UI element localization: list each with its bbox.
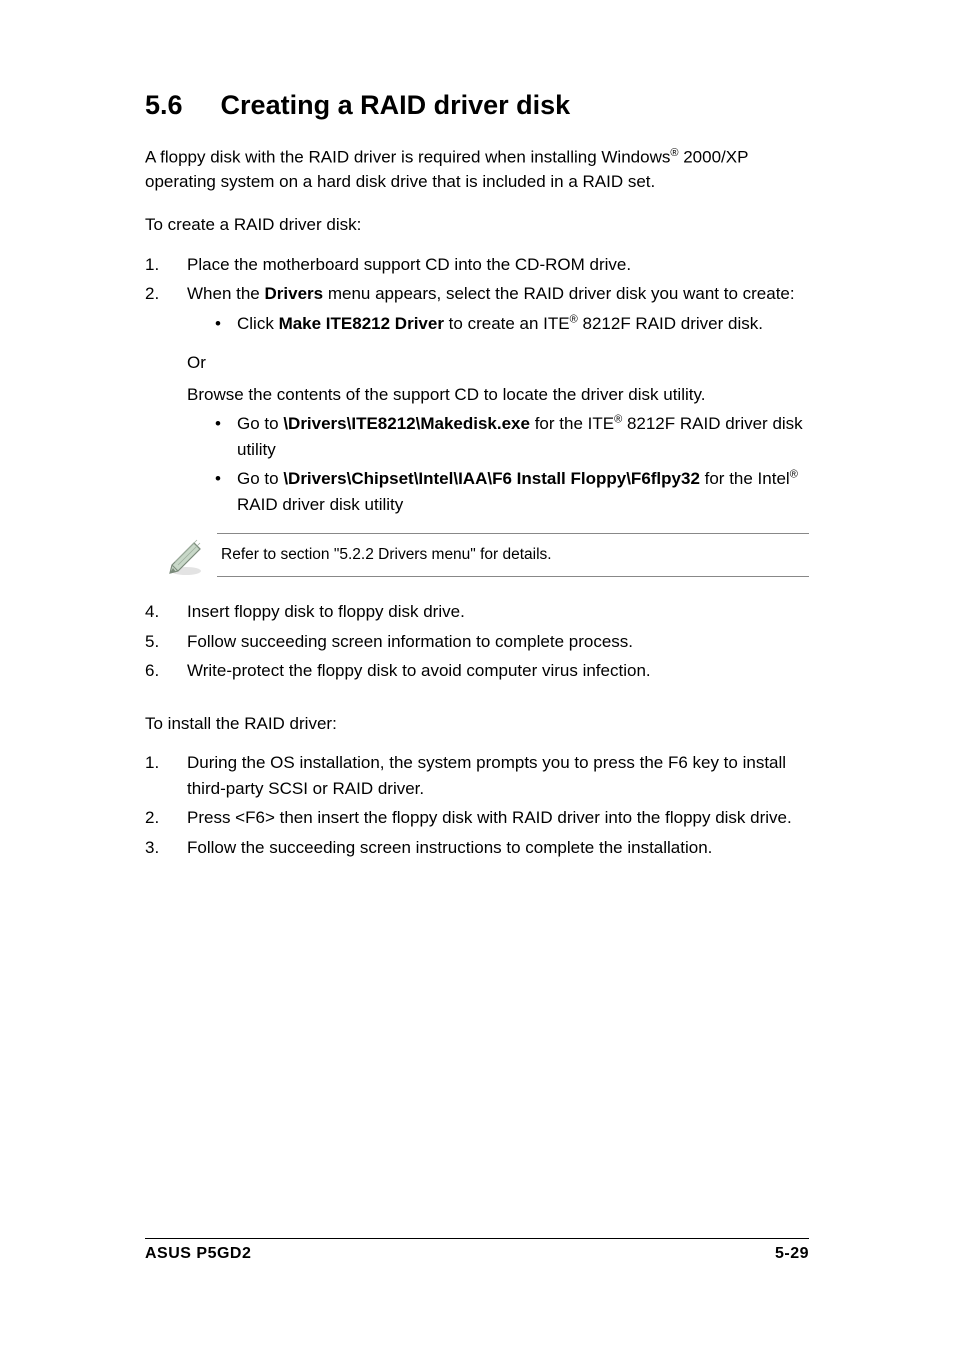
- registered-mark: ®: [790, 468, 798, 480]
- list-item: 1. Place the motherboard support CD into…: [145, 252, 809, 278]
- create-steps-list-cont: 4. Insert floppy disk to floppy disk dri…: [145, 599, 809, 684]
- list-item: 5. Follow succeeding screen information …: [145, 629, 809, 655]
- step-number: 4.: [145, 599, 187, 625]
- document-page: 5.6 Creating a RAID driver disk A floppy …: [0, 0, 954, 1351]
- install-steps-list: 1. During the OS installation, the syste…: [145, 750, 809, 860]
- browse-text: Browse the contents of the support CD to…: [187, 382, 809, 408]
- drivers-menu-bold: Drivers: [265, 284, 324, 303]
- registered-mark: ®: [570, 313, 578, 325]
- note-callout: Refer to section "5.2.2 Drivers menu" fo…: [155, 533, 809, 577]
- footer-right: 5-29: [775, 1245, 809, 1263]
- create-steps-list: 1. Place the motherboard support CD into…: [145, 252, 809, 341]
- intro-paragraph: A floppy disk with the RAID driver is re…: [145, 145, 809, 195]
- step-number: 1.: [145, 750, 187, 801]
- step-text: Press <F6> then insert the floppy disk w…: [187, 805, 809, 831]
- bullet-item: Go to \Drivers\ITE8212\Makedisk.exe for …: [215, 411, 809, 462]
- footer-left: ASUS P5GD2: [145, 1245, 251, 1263]
- make-driver-bold: Make ITE8212 Driver: [279, 314, 444, 333]
- step-number: 6.: [145, 658, 187, 684]
- page-footer: ASUS P5GD2 5-29: [145, 1238, 809, 1263]
- list-item: 1. During the OS installation, the syste…: [145, 750, 809, 801]
- intro-text-1: A floppy disk with the RAID driver is re…: [145, 148, 670, 167]
- section-title: Creating a RAID driver disk: [221, 90, 571, 120]
- step-text: Follow succeeding screen information to …: [187, 629, 809, 655]
- section-number: 5.6: [145, 90, 183, 121]
- note-text: Refer to section "5.2.2 Drivers menu" fo…: [217, 533, 809, 577]
- bullet-item: Go to \Drivers\Chipset\Intel\IAA\F6 Inst…: [215, 466, 809, 517]
- section-heading: 5.6 Creating a RAID driver disk: [145, 90, 809, 121]
- create-lead: To create a RAID driver disk:: [145, 213, 809, 238]
- step-number: 2.: [145, 805, 187, 831]
- sub-bullet-list: Click Make ITE8212 Driver to create an I…: [215, 311, 809, 337]
- pencil-note-icon: [155, 533, 217, 577]
- install-lead: To install the RAID driver:: [145, 712, 809, 737]
- step-text: Place the motherboard support CD into th…: [187, 252, 809, 278]
- list-item: 4. Insert floppy disk to floppy disk dri…: [145, 599, 809, 625]
- step-text: When the Drivers menu appears, select th…: [187, 281, 809, 340]
- list-item: 2. Press <F6> then insert the floppy dis…: [145, 805, 809, 831]
- step-text: During the OS installation, the system p…: [187, 750, 809, 801]
- step-text: Insert floppy disk to floppy disk drive.: [187, 599, 809, 625]
- step-number: 2.: [145, 281, 187, 340]
- step-text: Write-protect the floppy disk to avoid c…: [187, 658, 809, 684]
- bullet-item: Click Make ITE8212 Driver to create an I…: [215, 311, 809, 337]
- step-number: 1.: [145, 252, 187, 278]
- step-number: 5.: [145, 629, 187, 655]
- path-bold: \Drivers\ITE8212\Makedisk.exe: [283, 414, 530, 433]
- list-item: 3. Follow the succeeding screen instruct…: [145, 835, 809, 861]
- step-number: 3.: [145, 835, 187, 861]
- path-bullet-list: Go to \Drivers\ITE8212\Makedisk.exe for …: [215, 411, 809, 517]
- registered-mark: ®: [614, 413, 622, 425]
- list-item: 6. Write-protect the floppy disk to avoi…: [145, 658, 809, 684]
- or-separator: Or: [187, 350, 809, 376]
- step-text: Follow the succeeding screen instruction…: [187, 835, 809, 861]
- path-bold: \Drivers\Chipset\Intel\IAA\F6 Install Fl…: [283, 469, 700, 488]
- list-item: 2. When the Drivers menu appears, select…: [145, 281, 809, 340]
